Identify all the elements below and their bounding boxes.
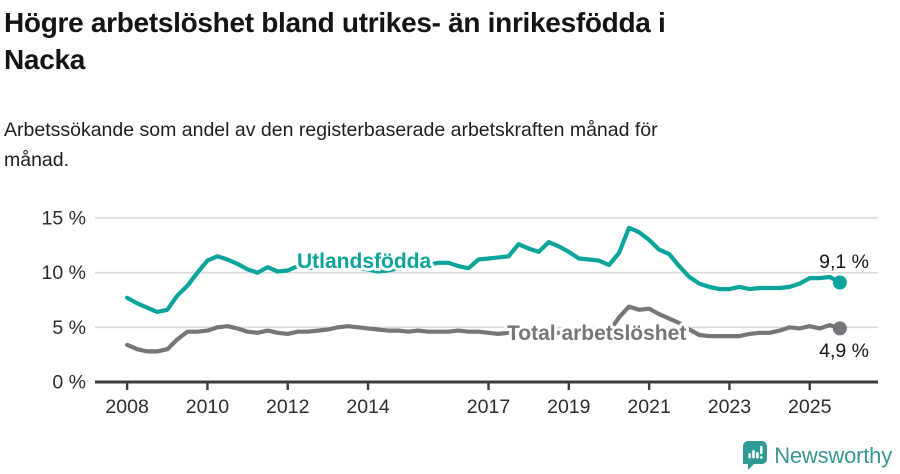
x-tick-label-2008: 2008	[105, 396, 148, 418]
series-line-1	[124, 304, 843, 354]
y-gridlines	[95, 217, 878, 384]
x-tick-label-2010: 2010	[186, 396, 230, 418]
chart-svg: 0 %5 %10 %15 % 2008 2010 2012 2014 2017 2019 2…	[42, 208, 878, 418]
brand-name[interactable]: Newsworthy	[774, 442, 892, 468]
y-tick-label-3: 15 %	[42, 208, 86, 230]
x-tick-label-2012: 2012	[266, 396, 309, 418]
brand-footer[interactable]: Newsworthy	[743, 441, 892, 470]
y-tick-label-1: 5 %	[52, 317, 86, 339]
series-line-0	[124, 225, 843, 315]
series-lines	[124, 225, 843, 354]
page-title: Högre arbetslöshet bland utrikes- än inr…	[4, 4, 666, 78]
end-value-label-1: 4,9 %	[819, 340, 869, 362]
x-tickmarks	[125, 382, 811, 390]
subtitle-line-1: Arbetssökande som andel av den registerb…	[4, 119, 658, 141]
x-tick-label-2017: 2017	[467, 396, 510, 418]
end-value-label-0: 9,1 %	[819, 251, 869, 273]
y-tick-label-2: 10 %	[42, 262, 86, 284]
bar-chart-glyph	[748, 446, 763, 459]
x-tick-labels: 2008 2010 2012 2014 2017 2019 2021 2023 2025	[105, 396, 831, 418]
x-tick-label-2014: 2014	[346, 396, 390, 418]
series-label-1: Total arbetslöshet	[507, 322, 686, 345]
y-tick-label-0: 0 %	[52, 372, 86, 394]
subtitle-line-2: månad.	[4, 149, 70, 171]
speech-bubble-shape	[743, 441, 768, 464]
end-dot-0	[832, 275, 847, 290]
y-tick-labels: 0 % 5 % 10 % 15 %	[42, 208, 86, 394]
speech-bubble-tail	[748, 462, 757, 470]
title-line-2: Nacka	[4, 44, 86, 75]
end-dot-1	[832, 321, 847, 336]
chart-subtitle: Arbetssökande som andel av den registerb…	[4, 115, 658, 175]
newsworthy-logo-icon	[743, 441, 768, 470]
x-tick-label-2019: 2019	[547, 396, 590, 418]
series-label-0: Utlandsfödda	[297, 250, 431, 273]
title-line-1: Högre arbetslöshet bland utrikes- än inr…	[4, 7, 666, 38]
x-tick-label-2025: 2025	[788, 396, 832, 418]
x-tick-label-2021: 2021	[627, 396, 670, 418]
x-tick-label-2023: 2023	[708, 396, 751, 418]
